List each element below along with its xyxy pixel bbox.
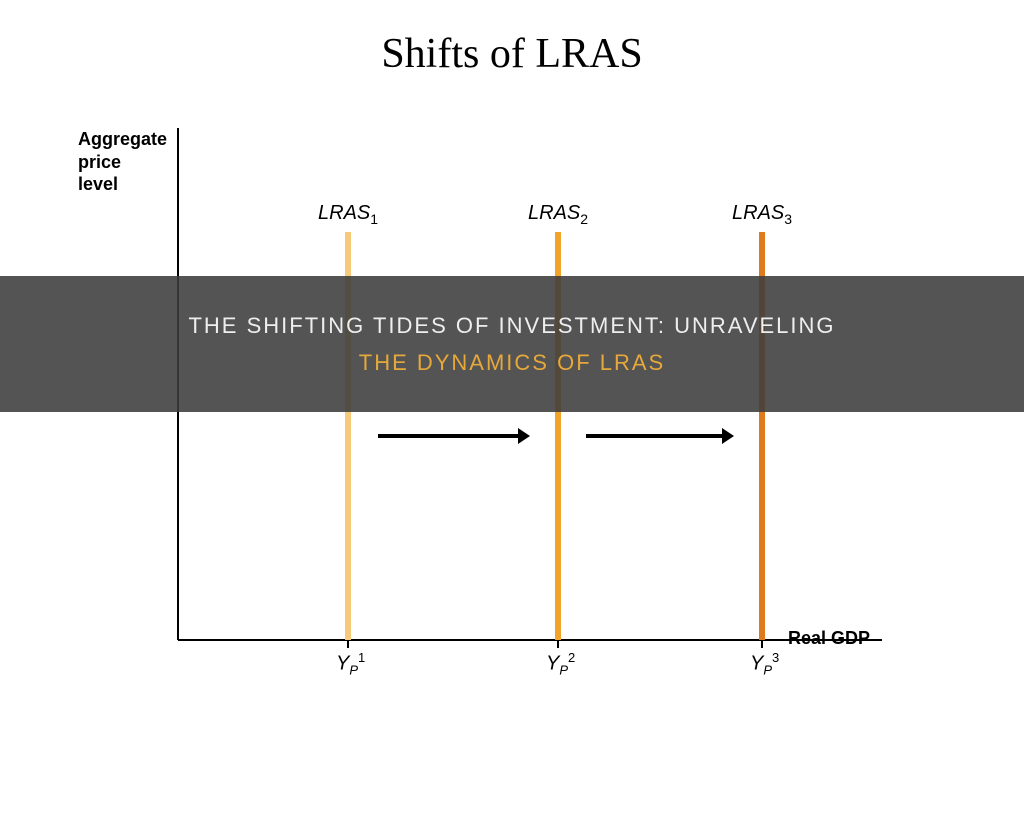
x-tick-label-3: YP3 [750, 650, 779, 678]
overlay-line-2: THE DYNAMICS OF LRAS [359, 344, 665, 381]
y-axis-label: Aggregate price level [78, 128, 167, 196]
page-title: Shifts of LRAS [0, 0, 1024, 78]
overlay-line-1: THE SHIFTING TIDES OF INVESTMENT: UNRAVE… [188, 307, 835, 344]
x-axis-label: Real GDP [788, 628, 870, 649]
lras-label-3: LRAS3 [732, 202, 792, 227]
lras-label-2: LRAS2 [528, 202, 588, 227]
overlay-banner: THE SHIFTING TIDES OF INVESTMENT: UNRAVE… [0, 276, 1024, 412]
lras-chart: Aggregate price level Real GDP LRAS1 LRAS… [0, 110, 1024, 730]
x-tick-label-2: YP2 [546, 650, 575, 678]
x-tick-label-1: YP1 [336, 650, 365, 678]
lras-label-1: LRAS1 [318, 202, 378, 227]
